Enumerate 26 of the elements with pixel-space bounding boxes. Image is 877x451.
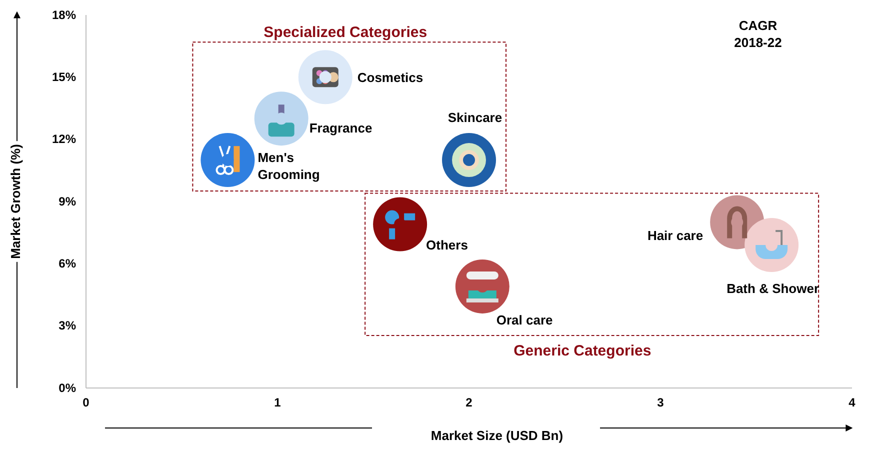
annotation: Fragrance — [309, 120, 372, 136]
x-tick-label: 3 — [657, 396, 664, 410]
annotation: Hair care — [647, 228, 704, 244]
y-tick-label: 12% — [52, 132, 76, 146]
y-tick-label: 9% — [58, 194, 76, 208]
annotation: Others — [426, 237, 468, 252]
annotation: Cosmetics — [357, 70, 424, 86]
y-tick-label: 6% — [58, 256, 76, 271]
annotation: Generic Categories — [514, 342, 652, 360]
annotation: CAGR 2018-22 — [734, 18, 782, 50]
y-axis-title: Market Growth (%) — [8, 144, 23, 259]
annotation: Men's Grooming — [258, 150, 320, 182]
annotation: Bath & Shower — [726, 281, 820, 296]
x-tick-label: 4 — [848, 396, 856, 410]
annotation: Specialized Categories — [264, 24, 428, 42]
annotation: Skincare — [448, 110, 502, 126]
y-tick-label: 15% — [52, 70, 76, 84]
y-tick-label: 0% — [58, 380, 76, 395]
y-tick-label: 18% — [52, 8, 76, 22]
x-axis-title: Market Size (USD Bn) — [430, 428, 564, 443]
x-tick-label: 1 — [274, 396, 282, 410]
annotation: Oral care — [496, 312, 553, 328]
y-tick-label: 3% — [58, 318, 76, 333]
x-tick-label: 2 — [466, 396, 473, 410]
x-tick-label: 0 — [82, 396, 90, 410]
point — [442, 133, 496, 187]
